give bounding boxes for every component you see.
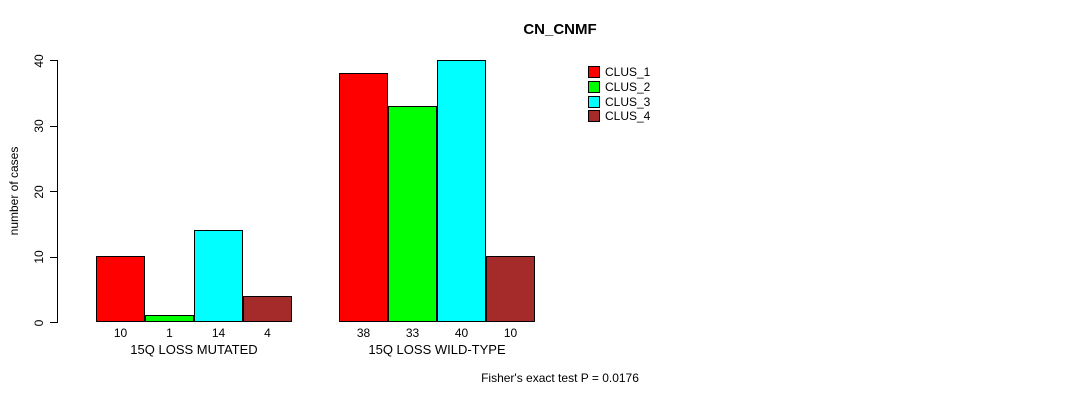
- legend-swatch-icon: [588, 81, 600, 94]
- y-tick-label: 20: [32, 184, 46, 199]
- legend-item: CLUS_4: [588, 109, 650, 124]
- legend-item: CLUS_3: [588, 94, 650, 109]
- bar-CLUS_1: [339, 73, 388, 322]
- bar-value-label: 38: [356, 326, 371, 340]
- y-axis-tick: [50, 60, 57, 61]
- y-axis-tick: [50, 191, 57, 192]
- y-axis-tick: [50, 125, 57, 127]
- bar-value-label: 1: [166, 326, 173, 340]
- y-tick-label: 30: [32, 119, 46, 133]
- legend-label: CLUS_1: [605, 65, 651, 80]
- x-group-label: 15Q LOSS MUTATED: [130, 342, 258, 357]
- bar-CLUS_2: [388, 106, 437, 322]
- bar-value-label: 10: [113, 326, 128, 340]
- y-axis-title: number of cases: [7, 146, 21, 236]
- legend-swatch-icon: [588, 110, 600, 123]
- bar-value-label: 4: [264, 326, 271, 340]
- bar-CLUS_2: [145, 315, 194, 322]
- bar-CLUS_1: [96, 256, 145, 322]
- y-axis-line: [57, 60, 58, 323]
- legend: CLUS_1 CLUS_2 CLUS_3 CLUS_4: [588, 65, 650, 124]
- bar-CLUS_4: [486, 256, 535, 322]
- legend-swatch-icon: [588, 95, 600, 108]
- y-axis-tick: [50, 322, 57, 323]
- legend-label: CLUS_4: [605, 109, 651, 124]
- legend-item: CLUS_1: [588, 65, 650, 80]
- legend-label: CLUS_3: [605, 94, 651, 109]
- bar-value-label: 10: [503, 326, 518, 340]
- bar-value-label: 33: [405, 326, 420, 340]
- fisher-test-annotation: Fisher's exact test P = 0.0176: [481, 371, 639, 385]
- legend-item: CLUS_2: [588, 80, 650, 95]
- y-tick-label: 10: [32, 250, 46, 264]
- bar-value-label: 14: [211, 326, 226, 340]
- chart-title: CN_CNMF: [523, 21, 597, 38]
- x-group-label: 15Q LOSS WILD-TYPE: [368, 342, 506, 357]
- bar-CLUS_4: [243, 296, 292, 322]
- y-axis-tick: [50, 256, 57, 258]
- bar-value-label: 40: [454, 326, 469, 340]
- bar-CLUS_3: [194, 230, 243, 322]
- y-tick-label: 0: [32, 319, 46, 326]
- legend-swatch-icon: [588, 66, 600, 79]
- y-tick-label: 40: [32, 53, 46, 68]
- bar-CLUS_3: [437, 60, 486, 322]
- legend-label: CLUS_2: [605, 80, 651, 95]
